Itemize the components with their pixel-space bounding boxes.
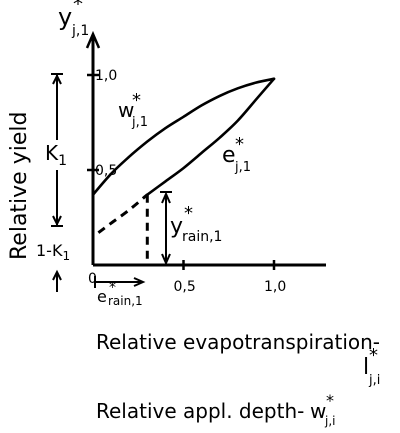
e-rain-arrow [133,277,146,287]
x-axis-subscript-1: j,i [368,373,380,388]
y-axis-title: Relative yield [7,112,32,260]
w-curve-star: * [132,90,141,111]
y-rain-subscript: rain,1 [182,229,222,245]
x-axis-star-1: * [369,345,378,366]
w-curve-subscript: j,1 [131,115,148,130]
y-tick-label: 1,0 [95,68,117,84]
x-axis-title-2: Relative appl. depth- [96,399,304,423]
y-rain-label: y [170,214,183,239]
y-axis-symbol: y [58,3,72,31]
x-axis-star-2: * [326,391,334,410]
k1-label: K1 [45,141,67,169]
e-rain-subscript: rain,1 [108,294,143,308]
e-rain-label: e [97,287,107,306]
x-tick-label: 1,0 [264,279,286,295]
y-axis-star: * [73,0,83,16]
e-curve [146,77,276,196]
e-curve-subscript: j,1 [234,160,251,175]
x-tick-label: 0,5 [174,279,196,295]
x-axis-subscript-2: j,i [324,414,335,428]
k1-arrow-up [52,73,62,85]
y-axis-arrow [85,30,101,49]
one-minus-k1-label: 1-K1 [36,241,70,263]
e-curve-label: e [222,143,236,168]
x-axis-title-1: Relative evapotranspiration- [96,330,380,354]
e-rain-star: * [109,280,116,296]
y-rain-arrow-up [161,191,171,204]
x-tick-label: 0 [88,271,97,287]
one-minus-k1-arrow [52,269,62,281]
x-axis-symbol-1: l [363,355,369,380]
w-curve-label: w [118,98,134,122]
w-curve [91,77,276,196]
y-rain-arrow-down [161,253,171,266]
x-ticks: 0 0,5 1,0 [88,260,286,295]
x-axis-symbol-2: w [310,399,326,423]
e-curve-star: * [235,134,244,155]
y-rain-star: * [184,203,193,224]
k1-arrow-down [52,215,62,227]
e-curve-dashed [97,193,149,234]
y-axis-subscript: j,1 [71,23,89,39]
